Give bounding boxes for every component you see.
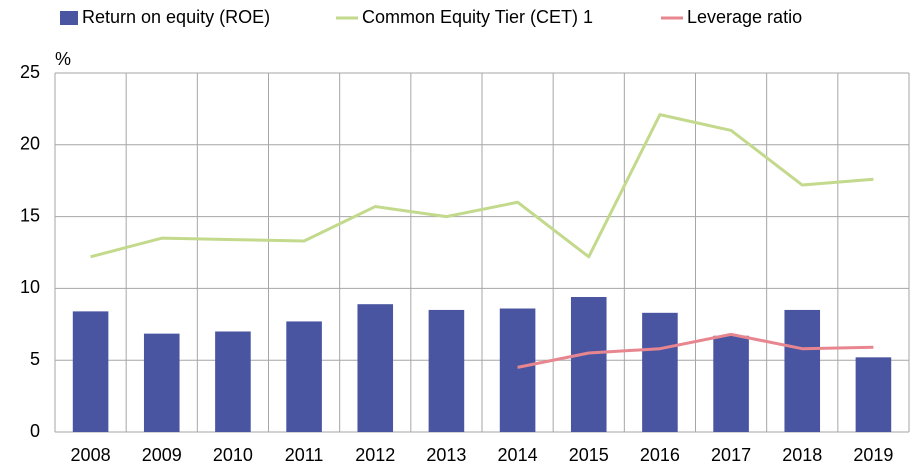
bar <box>855 357 892 432</box>
x-tick-label: 2009 <box>142 445 182 465</box>
y-tick-label: 25 <box>20 62 40 82</box>
legend-label: Leverage ratio <box>687 7 802 27</box>
x-tick-label: 2012 <box>355 445 395 465</box>
legend-swatch <box>60 11 78 25</box>
line <box>90 113 874 259</box>
y-tick-label: 5 <box>30 349 40 369</box>
x-tick-label: 2010 <box>213 445 253 465</box>
bar <box>428 309 465 432</box>
bar <box>357 304 394 432</box>
bar <box>570 297 607 432</box>
bar <box>784 309 821 432</box>
bar <box>72 311 109 432</box>
x-tick-label: 2014 <box>498 445 538 465</box>
bar <box>642 312 678 432</box>
y-axis-label: % <box>55 49 71 69</box>
y-tick-label: 20 <box>20 134 40 154</box>
bar <box>286 321 322 432</box>
bar <box>143 333 180 432</box>
y-tick-label: 0 <box>30 421 40 441</box>
x-tick-label: 2019 <box>853 445 893 465</box>
bar <box>499 308 536 432</box>
y-tick-label: 10 <box>20 277 40 297</box>
bar <box>215 331 251 432</box>
x-tick-label: 2008 <box>71 445 111 465</box>
x-tick-label: 2013 <box>426 445 466 465</box>
x-tick-label: 2018 <box>782 445 822 465</box>
bar <box>713 335 749 432</box>
x-tick-label: 2011 <box>285 445 324 465</box>
x-tick-label: 2016 <box>640 445 680 465</box>
x-tick-label: 2017 <box>711 445 751 465</box>
y-tick-label: 15 <box>20 205 40 225</box>
x-tick-label: 2015 <box>569 445 609 465</box>
line <box>517 332 874 369</box>
legend-label: Return on equity (ROE) <box>82 7 270 27</box>
legend-label: Common Equity Tier (CET) 1 <box>362 7 593 27</box>
